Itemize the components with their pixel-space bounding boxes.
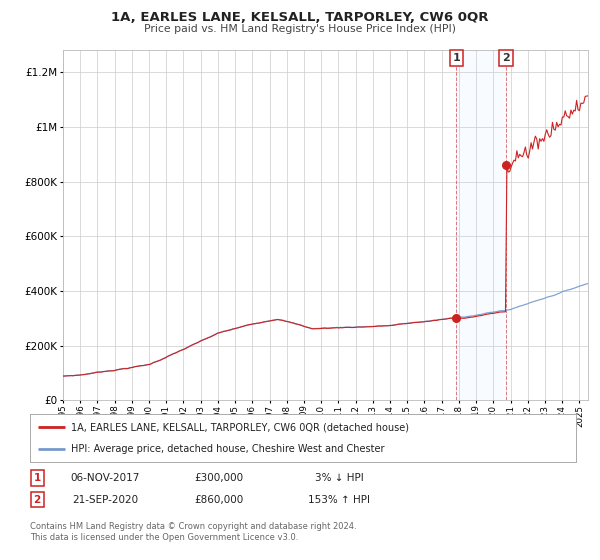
Text: Price paid vs. HM Land Registry's House Price Index (HPI): Price paid vs. HM Land Registry's House …: [144, 24, 456, 34]
Text: 06-NOV-2017: 06-NOV-2017: [70, 473, 140, 483]
Bar: [457, 50, 506, 400]
Text: 1: 1: [34, 473, 41, 483]
Text: HPI: Average price, detached house, Cheshire West and Chester: HPI: Average price, detached house, Ches…: [71, 444, 385, 454]
Text: 2: 2: [502, 53, 510, 63]
Text: This data is licensed under the Open Government Licence v3.0.: This data is licensed under the Open Gov…: [30, 533, 298, 542]
Text: £300,000: £300,000: [194, 473, 244, 483]
Text: 3% ↓ HPI: 3% ↓ HPI: [314, 473, 364, 483]
Text: 1A, EARLES LANE, KELSALL, TARPORLEY, CW6 0QR (detached house): 1A, EARLES LANE, KELSALL, TARPORLEY, CW6…: [71, 422, 409, 432]
Text: Contains HM Land Registry data © Crown copyright and database right 2024.: Contains HM Land Registry data © Crown c…: [30, 522, 356, 531]
Text: £860,000: £860,000: [194, 494, 244, 505]
Text: 2: 2: [34, 494, 41, 505]
Text: 21-SEP-2020: 21-SEP-2020: [72, 494, 138, 505]
Text: 1: 1: [452, 53, 460, 63]
Text: 1A, EARLES LANE, KELSALL, TARPORLEY, CW6 0QR: 1A, EARLES LANE, KELSALL, TARPORLEY, CW6…: [111, 11, 489, 24]
Text: 153% ↑ HPI: 153% ↑ HPI: [308, 494, 370, 505]
